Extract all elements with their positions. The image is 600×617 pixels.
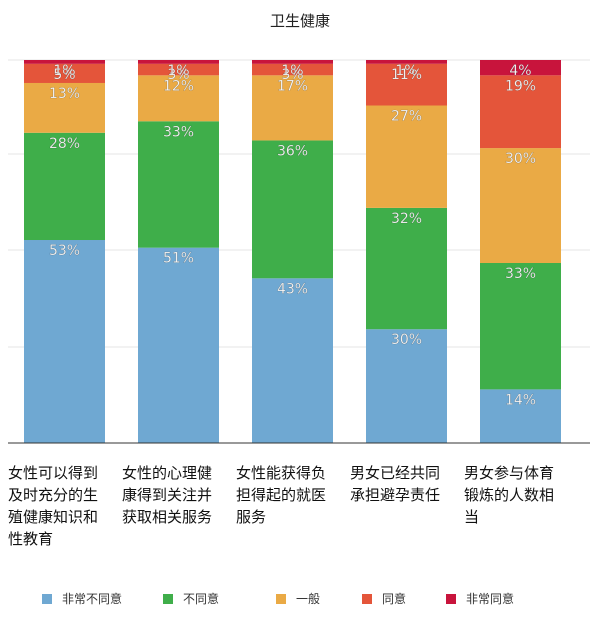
- bar-segment: [138, 121, 219, 248]
- bar-segment: [252, 60, 333, 64]
- data-label: 3%: [167, 67, 189, 83]
- bar-segment: [24, 82, 105, 133]
- legend-label: 非常同意: [466, 592, 515, 606]
- data-label: 30%: [505, 151, 536, 167]
- value-labels: 53%28%13%5%1%51%33%12%3%1%43%36%17%3%1%3…: [49, 63, 537, 409]
- chart-title: 卫生健康: [269, 12, 330, 30]
- data-label: 28%: [49, 136, 80, 152]
- bar-segment: [480, 75, 561, 149]
- data-label: 27%: [391, 109, 422, 125]
- bar-segment: [138, 63, 219, 76]
- legend-item: 非常同意: [446, 590, 514, 607]
- data-label: 32%: [391, 211, 422, 227]
- legend-swatch: [42, 593, 52, 604]
- legend: 非常不同意 不同意 一般 同意 非常同意: [0, 590, 600, 608]
- legend-label: 非常不同意: [62, 592, 123, 606]
- data-label: 3%: [281, 67, 303, 83]
- legend-item: 非常不同意: [42, 590, 122, 607]
- bar-segment: [366, 207, 447, 330]
- bar-segment: [252, 278, 333, 443]
- data-label: 1%: [281, 63, 303, 79]
- bar-segment: [252, 140, 333, 279]
- bar-segment: [366, 329, 447, 443]
- data-label: 43%: [277, 281, 308, 297]
- data-label: 14%: [505, 392, 536, 408]
- bar-segment: [138, 60, 219, 64]
- data-label: 4%: [509, 63, 531, 79]
- category-label: 女性可以得到及时充分的生殖健康知识和性教育: [8, 464, 99, 548]
- legend-item: 同意: [362, 590, 406, 607]
- category-label: 男女参与体育锻炼的人数相当: [464, 464, 555, 526]
- category-label: 男女已经共同承担避孕责任: [350, 464, 441, 504]
- legend-label: 同意: [382, 592, 407, 606]
- data-label: 12%: [163, 78, 194, 94]
- data-label: 33%: [163, 124, 194, 140]
- data-label: 1%: [395, 63, 417, 79]
- bar-segment: [480, 60, 561, 76]
- legend-swatch: [163, 593, 173, 604]
- bar-segment: [252, 63, 333, 76]
- bar-segment: [252, 75, 333, 141]
- data-label: 13%: [49, 86, 80, 102]
- data-label: 11%: [391, 67, 422, 83]
- bar-segment: [366, 60, 447, 64]
- legend-item: 不同意: [163, 590, 219, 607]
- legend-label: 一般: [296, 592, 321, 606]
- bar-segment: [480, 148, 561, 263]
- legend-item: 一般: [276, 590, 320, 607]
- bar-segment: [24, 240, 105, 443]
- bar-segment: [480, 389, 561, 443]
- data-label: 1%: [53, 63, 75, 79]
- bar-segment: [24, 60, 105, 64]
- bar-segment: [366, 63, 447, 106]
- data-label: 51%: [163, 251, 194, 267]
- bar-segment: [24, 132, 105, 241]
- bars: [24, 60, 561, 443]
- data-label: 33%: [505, 266, 536, 282]
- data-label: 5%: [53, 67, 75, 83]
- data-label: 17%: [277, 78, 308, 94]
- legend-label: 不同意: [183, 592, 220, 606]
- legend-swatch: [276, 593, 286, 604]
- legend-swatch: [362, 593, 372, 604]
- category-label: 女性能获得负担得起的就医服务: [236, 464, 327, 526]
- bar-segment: [138, 75, 219, 122]
- bar-segment: [366, 105, 447, 208]
- bar-segment: [24, 63, 105, 83]
- data-label: 36%: [277, 143, 308, 159]
- legend-swatch: [446, 593, 456, 604]
- data-label: 53%: [49, 243, 80, 259]
- bar-segment: [480, 262, 561, 390]
- data-label: 19%: [505, 78, 536, 94]
- bar-segment: [138, 247, 219, 443]
- data-label: 1%: [167, 63, 189, 79]
- data-label: 30%: [391, 332, 422, 348]
- category-label: 女性的心理健康得到关注并获取相关服务: [122, 464, 213, 526]
